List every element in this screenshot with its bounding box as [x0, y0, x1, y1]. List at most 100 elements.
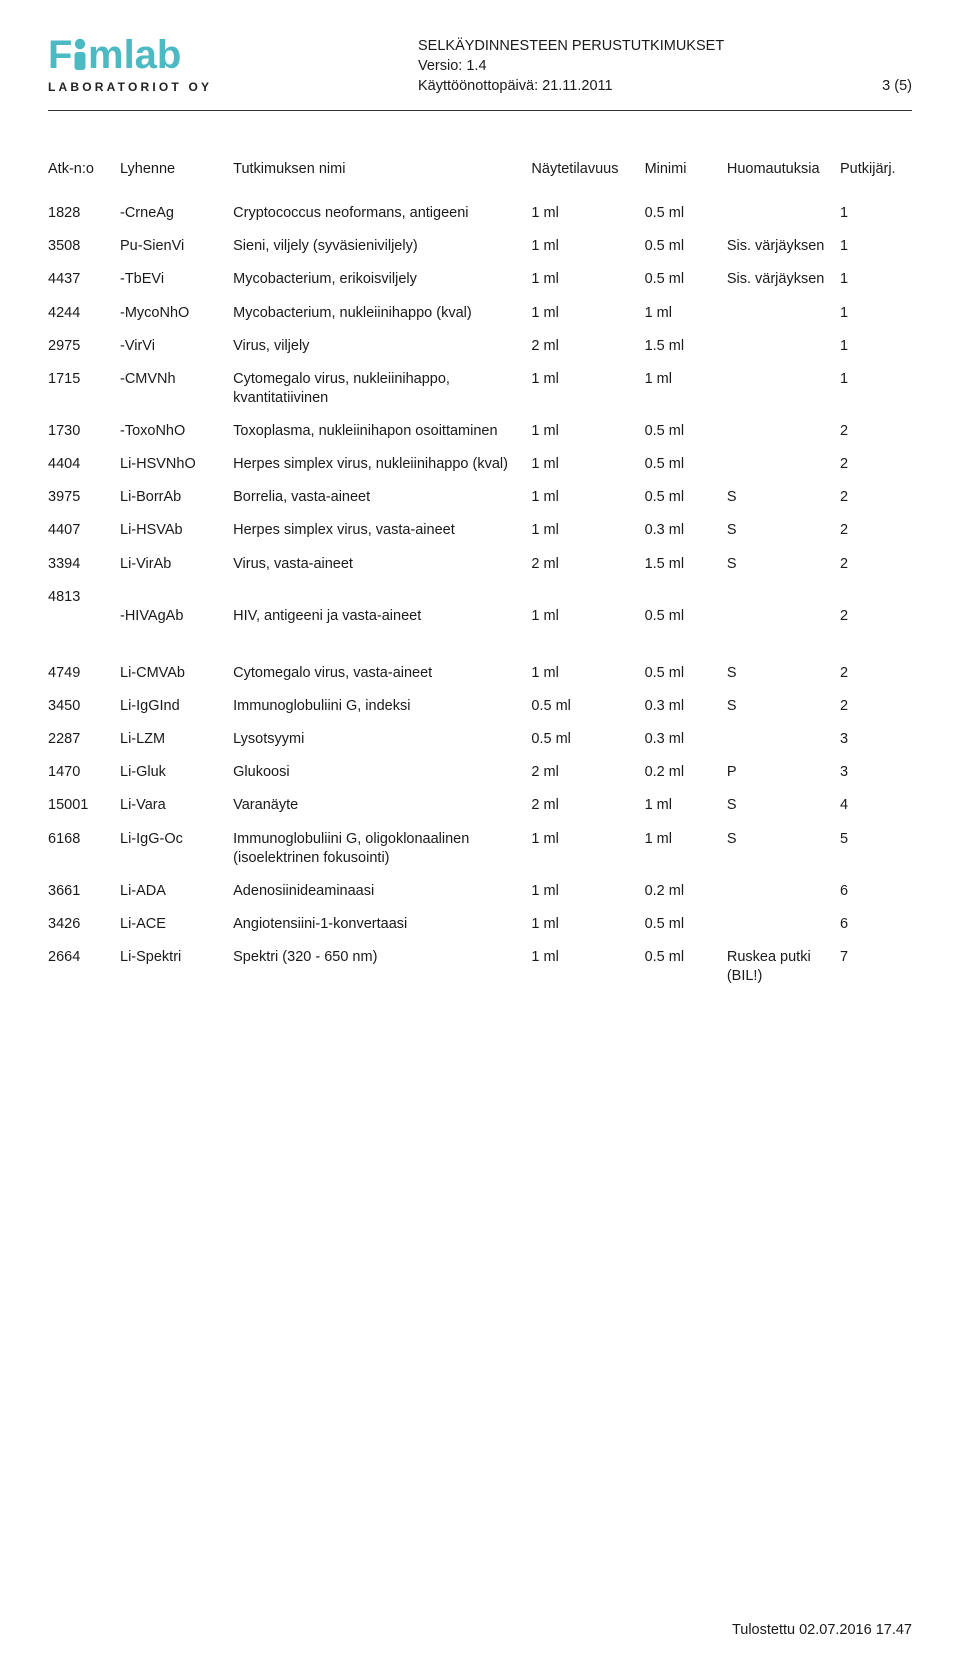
block-gap [48, 633, 912, 657]
cell-lyh: -ToxoNhO [120, 415, 233, 448]
cell-lyh: Pu-SienVi [120, 230, 233, 263]
cell-empty [120, 581, 233, 607]
cell-min: 0.3 ml [645, 723, 727, 756]
cell-nayte: 2 ml [531, 330, 644, 363]
cell-min: 1 ml [645, 297, 727, 330]
col-lyh: Lyhenne [120, 153, 233, 197]
cell-min: 0.2 ml [645, 875, 727, 908]
cell-huom: Sis. värjäyksen [727, 230, 840, 263]
cell-lyh: Li-VirAb [120, 548, 233, 581]
cell-nayte: 1 ml [531, 941, 644, 993]
cell-put: 2 [840, 514, 912, 547]
cell-lyh: -HIVAgAb [120, 607, 233, 633]
cell-put: 6 [840, 875, 912, 908]
cell-put: 1 [840, 363, 912, 415]
cell-put: 2 [840, 548, 912, 581]
cell-huom [727, 297, 840, 330]
col-atk: Atk-n:o [48, 153, 120, 197]
cell-lyh: Li-Vara [120, 789, 233, 822]
cell-huom [727, 875, 840, 908]
cell-min: 0.5 ml [645, 908, 727, 941]
cell-atk: 2975 [48, 330, 120, 363]
cell-nayte: 2 ml [531, 548, 644, 581]
table-row: 4404Li-HSVNhOHerpes simplex virus, nukle… [48, 448, 912, 481]
table-row: 3508Pu-SienViSieni, viljely (syväsienivi… [48, 230, 912, 263]
cell-nimi: Spektri (320 - 650 nm) [233, 941, 531, 993]
cell-lyh: Li-Spektri [120, 941, 233, 993]
cell-lyh: -MycoNhO [120, 297, 233, 330]
cell-nimi: Sieni, viljely (syväsieniviljely) [233, 230, 531, 263]
data-table: Atk-n:o Lyhenne Tutkimuksen nimi Näyteti… [48, 145, 912, 993]
cell-lyh: Li-HSVNhO [120, 448, 233, 481]
table-row: 4244-MycoNhOMycobacterium, nukleiinihapp… [48, 297, 912, 330]
cell-put: 7 [840, 941, 912, 993]
cell-atk: 4244 [48, 297, 120, 330]
cell-min: 0.5 ml [645, 230, 727, 263]
cell-nayte: 1 ml [531, 297, 644, 330]
table-row: 4407Li-HSVAbHerpes simplex virus, vasta-… [48, 514, 912, 547]
cell-atk: 4404 [48, 448, 120, 481]
cell-huom [727, 607, 840, 633]
cell-lyh: Li-IgG-Oc [120, 823, 233, 875]
cell-huom: S [727, 514, 840, 547]
cell-lyh: Li-HSVAb [120, 514, 233, 547]
page-header: F mlab LABORATORIOT OY SELKÄYDINNESTEEN … [48, 34, 912, 111]
cell-nimi: Cytomegalo virus, nukleiinihappo, kvanti… [233, 363, 531, 415]
cell-atk: 1715 [48, 363, 120, 415]
cell-put: 1 [840, 263, 912, 296]
cell-atk: 2664 [48, 941, 120, 993]
cell-huom [727, 197, 840, 230]
cell-put: 2 [840, 657, 912, 690]
cell-atk: 1470 [48, 756, 120, 789]
cell-nimi: Toxoplasma, nukleiinihapon osoittaminen [233, 415, 531, 448]
cell-nimi: Angiotensiini-1-konvertaasi [233, 908, 531, 941]
cell-min: 0.5 ml [645, 448, 727, 481]
cell-put: 5 [840, 823, 912, 875]
cell-min: 1 ml [645, 789, 727, 822]
cell-lyh: Li-ADA [120, 875, 233, 908]
cell-min: 1.5 ml [645, 548, 727, 581]
cell-nimi: Varanäyte [233, 789, 531, 822]
cell-put: 6 [840, 908, 912, 941]
cell-lyh: Li-BorrAb [120, 481, 233, 514]
svg-text:mlab: mlab [88, 34, 181, 76]
cell-atk: 3450 [48, 690, 120, 723]
cell-huom: S [727, 789, 840, 822]
cell-atk: 1828 [48, 197, 120, 230]
cell-nayte: 0.5 ml [531, 723, 644, 756]
col-nimi: Tutkimuksen nimi [233, 153, 531, 197]
cell-nimi: Virus, viljely [233, 330, 531, 363]
cell-min: 0.5 ml [645, 415, 727, 448]
cell-huom [727, 363, 840, 415]
col-huom: Huomautuksia [727, 153, 840, 197]
cell-nayte: 1 ml [531, 607, 644, 633]
cell-min: 1 ml [645, 823, 727, 875]
table-row: 1715-CMVNhCytomegalo virus, nukleiinihap… [48, 363, 912, 415]
cell-min: 0.5 ml [645, 263, 727, 296]
cell-nimi: Cytomegalo virus, vasta-aineet [233, 657, 531, 690]
table-header-row: Atk-n:o Lyhenne Tutkimuksen nimi Näyteti… [48, 153, 912, 197]
cell-min: 1 ml [645, 363, 727, 415]
cell-huom: Ruskea putki (BIL!) [727, 941, 840, 993]
cell-huom [727, 448, 840, 481]
cell-huom [727, 330, 840, 363]
cell-nayte: 1 ml [531, 823, 644, 875]
cell-nayte: 1 ml [531, 875, 644, 908]
col-nayte: Näytetilavuus [531, 153, 644, 197]
table-row: 4813 [48, 581, 912, 607]
cell-lyh: Li-IgGInd [120, 690, 233, 723]
table-row: 6168Li-IgG-OcImmunoglobuliini G, oligokl… [48, 823, 912, 875]
table-row: 4437-TbEViMycobacterium, erikoisviljely1… [48, 263, 912, 296]
cell-put: 1 [840, 197, 912, 230]
cell-nayte: 2 ml [531, 756, 644, 789]
cell-empty [840, 581, 912, 607]
cell-nimi: Cryptococcus neoformans, antigeeni [233, 197, 531, 230]
cell-nimi: Borrelia, vasta-aineet [233, 481, 531, 514]
cell-empty [531, 581, 644, 607]
table-row: 1730-ToxoNhOToxoplasma, nukleiinihapon o… [48, 415, 912, 448]
cell-min: 0.2 ml [645, 756, 727, 789]
table-row: 2664Li-SpektriSpektri (320 - 650 nm)1 ml… [48, 941, 912, 993]
cell-nayte: 1 ml [531, 514, 644, 547]
cell-nayte: 2 ml [531, 789, 644, 822]
cell-put: 1 [840, 297, 912, 330]
